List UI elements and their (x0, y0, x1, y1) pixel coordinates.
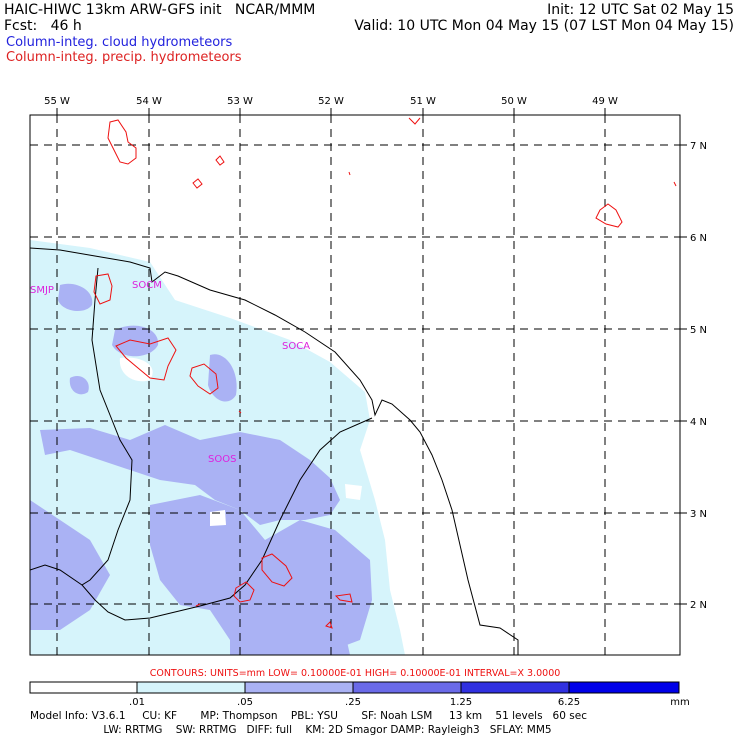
lat-labels: 7 N 6 N 5 N 4 N 3 N 2 N (690, 141, 707, 611)
lat-label: 3 N (690, 509, 707, 520)
model-info-line1: Model Info: V3.6.1 CU: KF MP: Thompson P… (30, 710, 587, 722)
precip-contour (93, 273, 113, 305)
colorbar-bin (460, 681, 570, 694)
grid-lines (30, 115, 680, 655)
colorbar-tick: .01 (129, 697, 145, 708)
shade-medium-region (40, 425, 340, 525)
lon-label: 54 W (136, 96, 162, 107)
colorbar-ticks: .01 .05 .25 1.25 6.25 mm (129, 697, 690, 708)
precip-contour (233, 581, 255, 603)
init-time: Init: 12 UTC Sat 02 May 15 (547, 2, 734, 18)
coastline (30, 247, 519, 655)
station-label-soos: SOOS (208, 454, 236, 465)
shade-gap (345, 484, 362, 500)
station-label-smjp: SMJP (30, 285, 54, 296)
precip-contour (215, 155, 225, 166)
colorbar-bin (568, 681, 680, 694)
shade-medium-region (69, 375, 89, 395)
precip-contour (325, 621, 333, 629)
precip-contour (595, 203, 623, 228)
colorbar-tick: .25 (345, 697, 361, 708)
precip-contour (189, 363, 219, 395)
precip-contour (192, 178, 203, 189)
colorbar-tick: 1.25 (450, 697, 472, 708)
precip-contour (195, 603, 201, 607)
colorbar-bin (136, 681, 246, 694)
station-label-socm: SOCM (132, 280, 162, 291)
precip-contour (107, 119, 137, 165)
lon-label: 51 W (410, 96, 436, 107)
precip-contour (238, 410, 242, 414)
colorbar-unit: mm (670, 697, 689, 708)
precip-contour (115, 337, 177, 381)
colorbar-bin (244, 681, 354, 694)
border-line (81, 267, 373, 621)
shade-medium-region (230, 590, 350, 655)
station-label-soca: SOCA (282, 341, 310, 352)
border-line (30, 564, 83, 586)
shade-gap (210, 510, 226, 526)
colorbar-tick: .05 (237, 697, 253, 708)
lat-label: 7 N (690, 141, 707, 152)
lon-label: 49 W (592, 96, 618, 107)
station-labels: SMJP SOCM SOCA SOOS (30, 280, 310, 465)
precip-contours (93, 117, 677, 629)
lat-label: 5 N (690, 325, 707, 336)
shade-medium-region (30, 500, 110, 630)
map-frame (29, 114, 681, 656)
axis-ticks (56, 108, 687, 605)
colorbar-bin (352, 681, 462, 694)
precip-contour (261, 553, 293, 587)
lon-label: 53 W (227, 96, 253, 107)
lon-label: 50 W (501, 96, 527, 107)
lat-label: 2 N (690, 600, 707, 611)
precip-contour (348, 171, 351, 176)
model-info-line2: LW: RRTMG SW: RRTMG DIFF: full KM: 2D Sm… (30, 724, 552, 736)
precip-contour (408, 117, 421, 125)
contours-info: CONTOURS: UNITS=mm LOW= 0.10000E-01 HIGH… (150, 668, 561, 679)
shade-medium-region (58, 283, 93, 312)
colorbar-bin (29, 681, 138, 694)
shaded-fields (30, 240, 405, 655)
valid-time: Valid: 10 UTC Mon 04 May 15 (07 LST Mon … (354, 18, 734, 34)
lon-label: 52 W (318, 96, 344, 107)
field-title-precip: Column-integ. precip. hydrometeors (6, 50, 242, 65)
precip-contour (334, 593, 353, 603)
lon-label: 55 W (44, 96, 70, 107)
model-title: HAIC-HIWC 13km ARW-GFS init NCAR/MMM (4, 2, 316, 18)
precip-contour (673, 181, 677, 187)
lat-label: 6 N (690, 233, 707, 244)
lon-labels: 55 W 54 W 53 W 52 W 51 W 50 W 49 W (44, 96, 618, 107)
shade-gap (119, 357, 153, 382)
forecast-hour: Fcst: 46 h (4, 18, 82, 34)
coastlines (30, 247, 519, 655)
colorbar-tick: 6.25 (558, 697, 580, 708)
field-title-cloud: Column-integ. cloud hydrometeors (6, 35, 233, 50)
colorbar (29, 681, 680, 694)
lat-label: 4 N (690, 417, 707, 428)
